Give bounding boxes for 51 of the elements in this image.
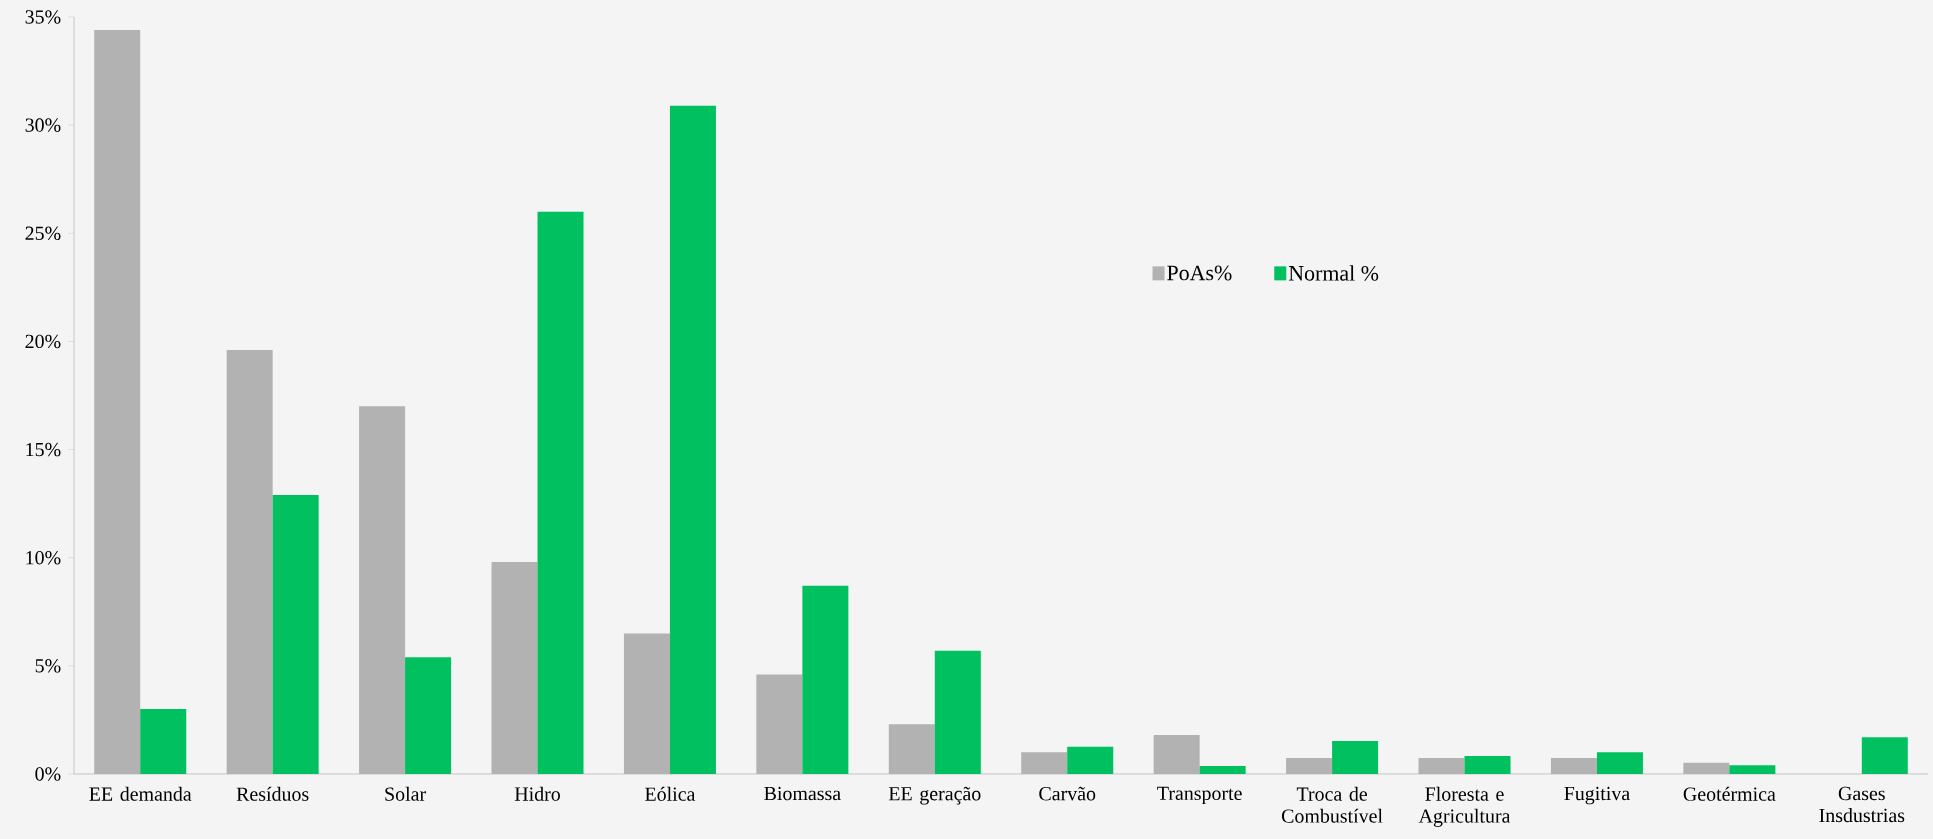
bar <box>1729 765 1776 774</box>
x-tick-label: EE geração <box>888 786 981 805</box>
bar <box>1683 762 1730 774</box>
bar <box>802 585 849 774</box>
bar <box>1067 746 1114 774</box>
bar <box>537 211 584 774</box>
bar <box>669 105 716 774</box>
bar <box>1199 765 1246 774</box>
bar <box>888 724 935 774</box>
y-tick-label: 15% <box>26 442 61 457</box>
legend-label: PoAs% <box>1167 265 1232 281</box>
bar <box>623 633 670 774</box>
legend-label: Normal % <box>1288 265 1379 281</box>
x-tick-label: Solar <box>385 786 426 801</box>
x-tick-label: EE demanda <box>89 786 192 801</box>
y-tick-label: 25% <box>25 226 61 241</box>
x-tick-label: Eólica <box>645 786 696 801</box>
y-tick-label: 5% <box>35 659 61 673</box>
x-tick-label: Carvão <box>1039 786 1096 801</box>
y-tick-label: 30% <box>25 118 61 132</box>
bar <box>140 709 187 774</box>
y-tick-label: 35% <box>25 10 61 24</box>
x-tick-label: Resíduos <box>236 786 309 801</box>
x-tick-label: Biomassa <box>764 786 841 801</box>
bar <box>405 657 452 774</box>
bar <box>94 29 141 774</box>
bar <box>1153 735 1200 774</box>
x-tick-label: Floresta e Agricultura <box>1418 786 1511 827</box>
x-tick-label: Geotérmica <box>1683 786 1776 801</box>
bar <box>1286 757 1333 774</box>
bar <box>1418 757 1465 774</box>
x-tick-label: Fugitiva <box>1564 786 1630 805</box>
bar <box>272 494 319 774</box>
y-tick-label: 20% <box>25 334 61 349</box>
bar <box>1861 737 1908 774</box>
bar <box>226 350 273 774</box>
y-tick-label: 0% <box>35 767 61 781</box>
x-tick-label: Gases Insdustrias <box>1819 786 1905 823</box>
x-tick-label: Hidro <box>514 786 560 801</box>
x-tick-label: Transporte <box>1157 786 1242 805</box>
bar <box>1332 741 1379 774</box>
bar <box>1464 756 1511 774</box>
bar <box>1021 752 1068 774</box>
bar <box>756 674 803 774</box>
bar <box>491 562 538 774</box>
x-tick-label: Troca de Combustível <box>1281 786 1383 823</box>
bar <box>934 650 981 774</box>
bar <box>1550 757 1597 774</box>
bar <box>1596 752 1643 774</box>
bar <box>359 406 406 774</box>
y-tick-label: 10% <box>26 550 61 565</box>
